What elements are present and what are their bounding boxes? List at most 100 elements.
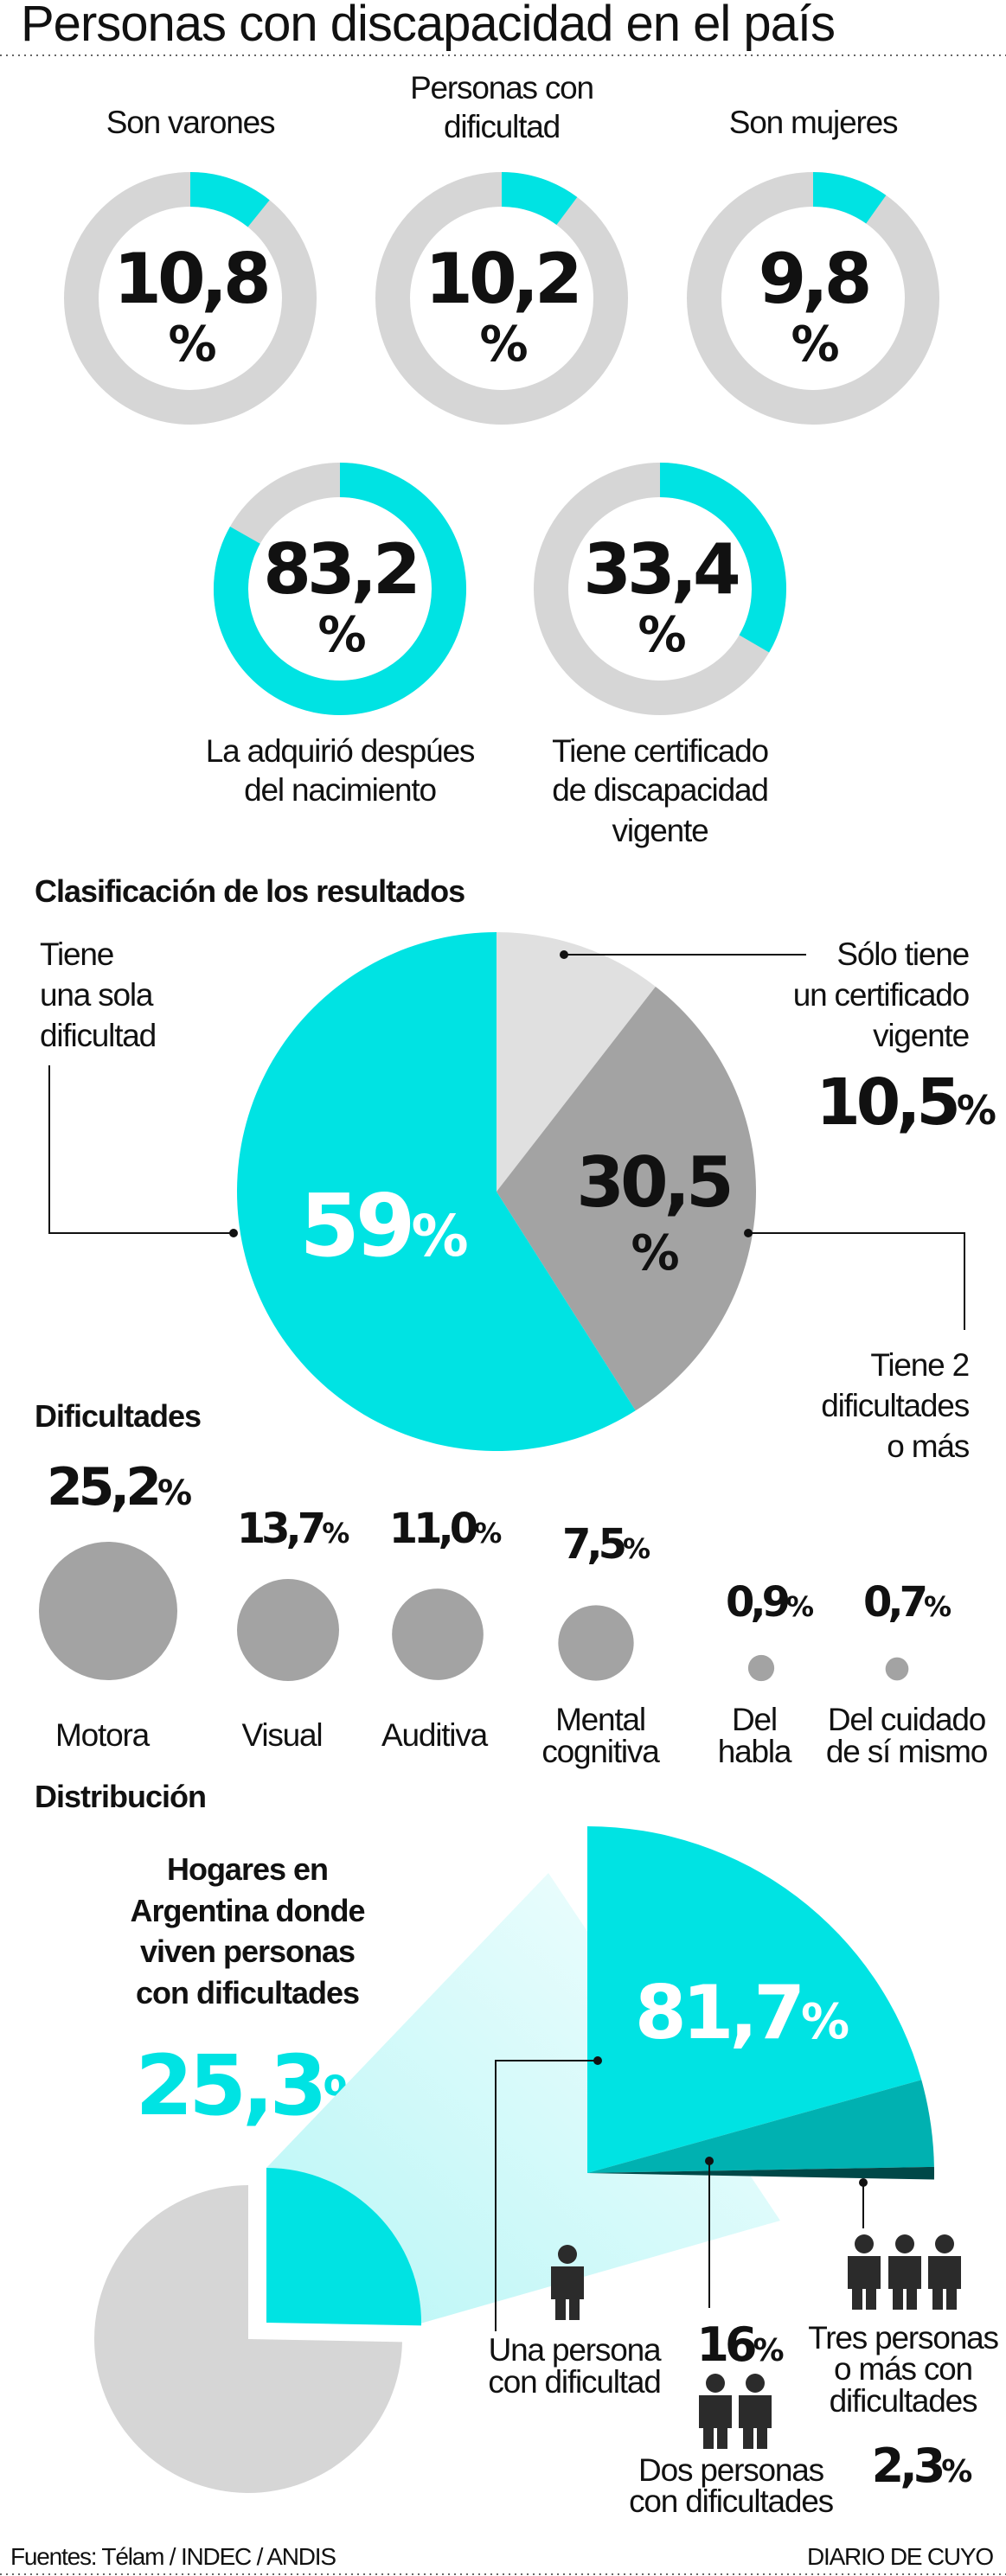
distribucion-chart: [94, 1826, 935, 2494]
donut-arc: [659, 463, 786, 653]
label-line: con dificultades: [629, 2483, 834, 2519]
label-line: vigente: [873, 1018, 969, 1053]
label-line: habla: [718, 1734, 792, 1769]
slice-value-una-dificultad: 59%: [299, 1175, 468, 1276]
person-icon: [888, 2234, 921, 2310]
bubble: [885, 1657, 909, 1681]
clasificacion-pie: [236, 932, 757, 1451]
slice-label-certificado: Sólo tiene un certificado vigente 10,5%: [560, 936, 996, 1140]
label-line: cognitiva: [541, 1734, 660, 1769]
slice-label-una-dificultad: Tiene una sola dificultad: [40, 936, 238, 1237]
group-label-una: Una persona con dificultad: [488, 2332, 663, 2400]
label-line: Del: [732, 1702, 777, 1737]
bubble-value: 11,0%: [389, 1505, 503, 1553]
label-line: Mental: [555, 1702, 645, 1737]
page-title: Personas con discapacidad en el país: [21, 0, 835, 52]
clasificacion-heading: Clasificación de los resultados: [35, 873, 465, 909]
slice-label-dos-dificultades: 30,5 % Tiene 2 dificultades o más: [576, 1142, 971, 1464]
pie-slice-2: [236, 932, 636, 1451]
footer-brand: DIARIO DE CUYO: [807, 2543, 993, 2570]
label-line: de sí mismo: [826, 1734, 988, 1769]
label-line: Hogares en: [167, 1851, 328, 1887]
label-line: Del cuidado: [828, 1702, 986, 1737]
group-label-dos: 16% Dos personas con dificultades: [629, 2317, 835, 2519]
bubble-item-0: 25,2% Motora: [39, 1457, 192, 1753]
donut-value: 83,2: [263, 529, 416, 610]
label-line: Son mujeres: [729, 105, 898, 140]
donut-value: 33,4: [583, 529, 738, 610]
bubble: [747, 1654, 775, 1682]
bubble-value: 25,2%: [47, 1457, 192, 1518]
bubble-value: 0,9%: [726, 1578, 814, 1627]
donut-unit: %: [168, 316, 215, 373]
label-line: de discapacidad: [552, 772, 767, 808]
donut-unit: %: [479, 316, 527, 373]
group-value: 16%: [696, 2317, 784, 2372]
group-label-tres: Tres personas o más con dificultades 2,3…: [808, 2320, 999, 2493]
donut-arc: [189, 172, 270, 227]
label-line: Tiene 2: [870, 1347, 969, 1383]
label-line: Dos personas: [638, 2452, 824, 2488]
bubble: [237, 1579, 339, 1681]
bubble-item-2: 11,0% Auditiva: [381, 1505, 502, 1753]
label-line: dificultades: [830, 2383, 977, 2419]
distribucion-heading: Distribución: [35, 1779, 206, 1814]
label-line: dificultad: [444, 109, 560, 144]
pie-slice-1: [497, 986, 757, 1411]
donut-value: 9,8: [759, 239, 868, 319]
donut-arc: [812, 172, 887, 224]
label-line: Son varones: [106, 105, 275, 140]
label-line: Personas con: [410, 70, 593, 105]
leader-line: [495, 2060, 598, 2331]
donut-unit: %: [791, 316, 838, 373]
person-icon: [848, 2234, 881, 2310]
label-line: del nacimiento: [244, 772, 436, 808]
bubble-value: 0,7%: [863, 1578, 952, 1627]
leader-line: [748, 1232, 965, 1330]
label-line: Tiene: [40, 936, 113, 972]
dificultades-heading: Dificultades: [35, 1398, 201, 1434]
donut-unit: %: [317, 607, 365, 663]
leader-dot: [859, 2178, 868, 2187]
donut-charts: 10,8% Son varones 10,2% Personas con dificul…: [64, 70, 939, 848]
label-line: una sola: [40, 977, 154, 1013]
group-slice-1: [587, 2080, 934, 2173]
group-value: 2,3%: [872, 2439, 973, 2493]
donut-arc: [501, 172, 578, 226]
label-line: Tiene certificado: [552, 733, 768, 769]
pie-slice-0: [497, 932, 656, 1192]
bubble: [392, 1588, 484, 1680]
bubble: [39, 1542, 177, 1680]
donut-0: 10,8% Son varones: [64, 105, 317, 425]
leader-dot: [229, 1229, 238, 1237]
leader-dot: [744, 1229, 753, 1237]
label-line: un certificado: [793, 977, 970, 1013]
person-icon: [928, 2234, 961, 2310]
label-line: Motora: [55, 1717, 151, 1753]
dificultades-bubbles: 25,2% Motora 13,7% Visual 11,0% Auditiva 7,5% M…: [39, 1457, 989, 1769]
label-line: dificultad: [40, 1018, 156, 1053]
group-slice-0: [587, 1826, 922, 2173]
label-line: o más con: [834, 2351, 972, 2387]
label-line: Una persona: [489, 2332, 662, 2368]
leader-dot: [705, 2157, 714, 2165]
slice-value: 30,5: [576, 1142, 730, 1223]
label-line: Auditiva: [381, 1717, 489, 1753]
bubble-item-1: 13,7% Visual: [237, 1505, 350, 1753]
donut-1: 10,2% Personas con dificultad: [375, 70, 628, 425]
leader-dot: [593, 2056, 602, 2065]
bubble: [558, 1605, 634, 1681]
leader-dot: [560, 950, 568, 959]
label-line: vigente: [612, 813, 708, 848]
leader-line: [48, 1065, 234, 1234]
person-icon: [699, 2374, 732, 2449]
group-slice-2: [587, 2166, 935, 2180]
resto-slice: [94, 2185, 402, 2494]
label-line: con dificultades: [136, 1975, 359, 2010]
